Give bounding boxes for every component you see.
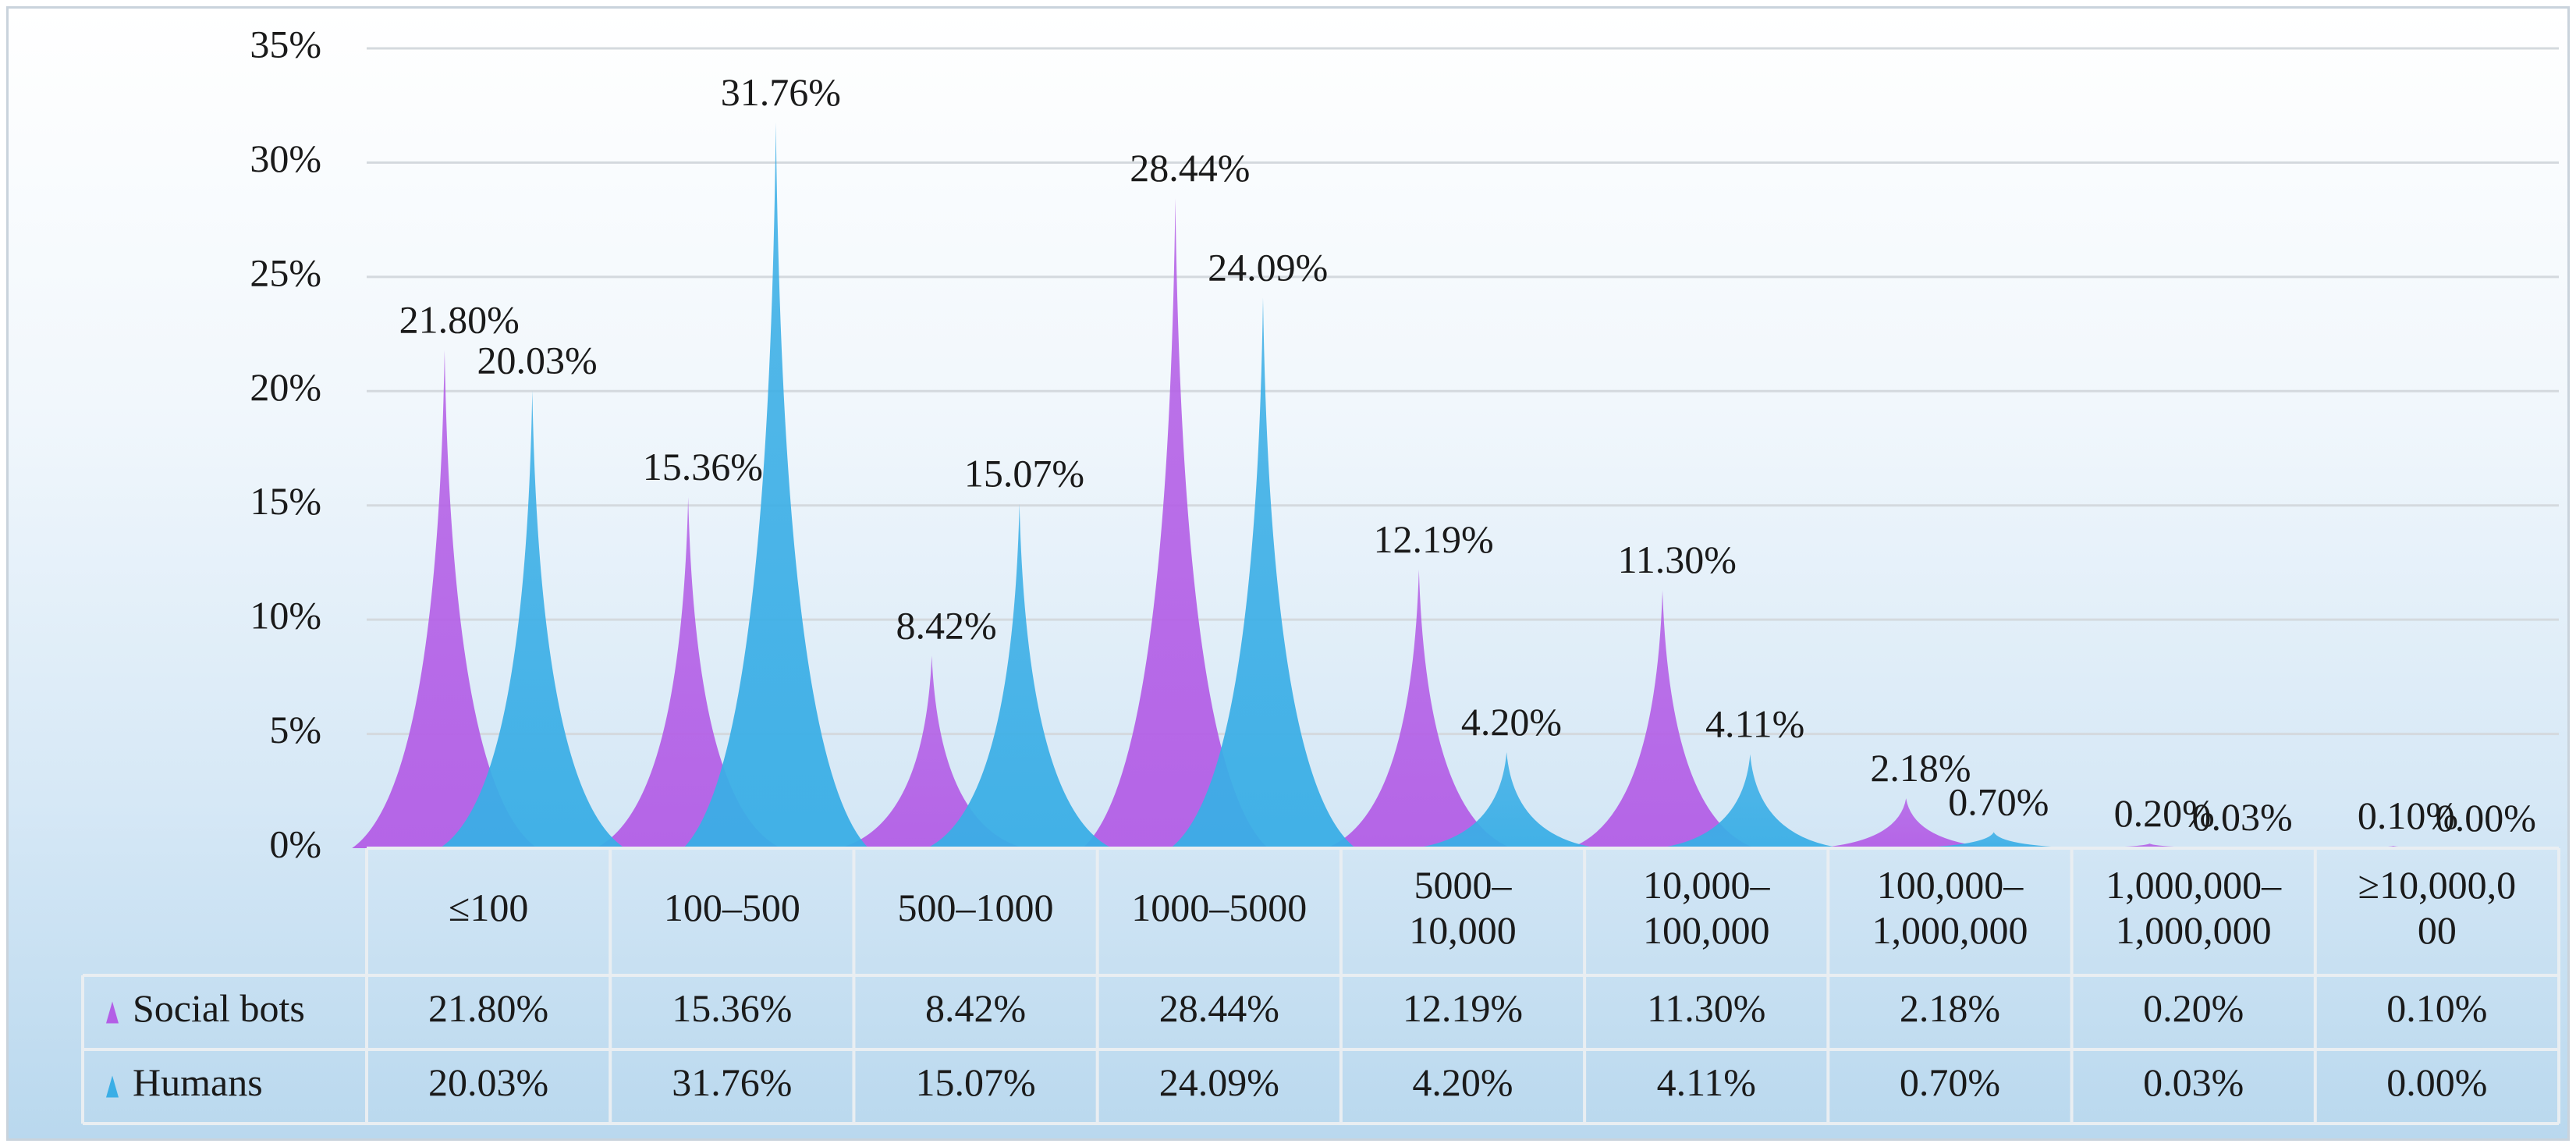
humans-data-label: 20.03%: [477, 338, 597, 382]
humans-table-cell: 0.00%: [2386, 1060, 2487, 1104]
bots-peak: [1570, 590, 1755, 848]
humans-peak: [1901, 832, 2087, 848]
y-axis: 0% 5% 10% 15% 20% 25% 30% 35%: [250, 22, 321, 865]
x-category-label: 500–1000: [898, 886, 1054, 929]
legend-humans: Humans: [133, 1060, 263, 1104]
legend-social-bots: Social bots: [133, 986, 305, 1030]
humans-peak: [1414, 752, 1599, 848]
x-category-label: 100,000–: [1877, 863, 2024, 907]
humans-peak: [927, 503, 1112, 848]
bots-table-cell: 0.20%: [2143, 986, 2244, 1030]
y-tick-label: 15%: [250, 479, 321, 523]
bots-peak: [839, 655, 1024, 848]
humans-peak: [683, 122, 869, 848]
data-series: [352, 122, 2486, 849]
y-tick-label: 25%: [250, 250, 321, 294]
bots-table-cell: 28.44%: [1159, 986, 1279, 1030]
humans-table-cell: 31.76%: [672, 1060, 792, 1104]
data-table: ≤100 100–500 500–1000 1000–5000 5000–10,000 1…: [81, 847, 2560, 1125]
bots-peak: [1326, 570, 1512, 848]
y-tick-label: 5%: [269, 708, 321, 751]
y-tick-label: 35%: [250, 22, 321, 66]
y-tick-label: 30%: [250, 137, 321, 180]
bots-table-cell: 0.10%: [2386, 986, 2487, 1030]
bots-peak: [2056, 843, 2243, 848]
humans-data-label: 4.11%: [1705, 702, 1804, 746]
humans-data-label: 15.07%: [964, 452, 1084, 495]
bots-peak: [1082, 198, 1268, 849]
bots-data-label: 2.18%: [1870, 746, 1971, 790]
humans-table-cell: 0.70%: [1900, 1060, 2000, 1104]
bots-data-label: 0.20%: [2114, 791, 2215, 835]
bots-table-cell: 21.80%: [428, 986, 548, 1030]
bots-data-label: 28.44%: [1130, 146, 1250, 190]
humans-peak: [1657, 754, 1843, 848]
y-tick-label: 0%: [269, 822, 321, 865]
humans-peak: [1170, 297, 1356, 848]
bots-table-cell: 15.36%: [672, 986, 792, 1030]
bots-data-label: 0.10%: [2358, 794, 2458, 837]
humans-table-cell: 15.07%: [915, 1060, 1035, 1104]
humans-data-label: 31.76%: [721, 70, 841, 114]
humans-table-cell: 4.11%: [1657, 1060, 1756, 1104]
bots-table-cell: 11.30%: [1647, 986, 1765, 1030]
bots-data-label: 12.19%: [1373, 517, 1493, 561]
humans-table-cell: 4.20%: [1412, 1060, 1513, 1104]
humans-legend-marker-icon: [106, 1075, 119, 1098]
x-category-label: 1000–5000: [1131, 886, 1307, 929]
bots-peak: [1813, 798, 1999, 848]
x-category-label: 5000–: [1414, 863, 1513, 907]
x-category-label: 00: [2418, 908, 2457, 952]
x-category-label: 10,000: [1409, 908, 1517, 952]
data-labels: 21.80% 15.36% 8.42% 28.44% 12.19% 11.30% 2.18%…: [399, 70, 2536, 840]
bots-table-cell: 12.19%: [1403, 986, 1523, 1030]
x-category-label: ≥10,000,0: [2358, 863, 2516, 907]
bots-peak: [352, 350, 538, 849]
bots-data-label: 15.36%: [643, 445, 763, 488]
bots-legend-marker-icon: [106, 1001, 119, 1024]
humans-data-label: 0.70%: [1948, 780, 2049, 824]
x-category-label: 1,000,000–: [2106, 863, 2282, 907]
bots-table-cell: 8.42%: [925, 986, 1026, 1030]
x-category-label: 1,000,000: [1872, 908, 2028, 952]
bots-data-label: 11.30%: [1618, 538, 1737, 581]
humans-data-label: 4.20%: [1461, 700, 1562, 744]
humans-data-label: 24.09%: [1208, 246, 1328, 289]
humans-data-label: 0.03%: [2192, 795, 2293, 839]
x-category-label: 1,000,000: [2116, 908, 2272, 952]
humans-table-cell: 0.03%: [2143, 1060, 2244, 1104]
x-category-label: 100–500: [664, 886, 800, 929]
x-category-label: 100,000: [1643, 908, 1770, 952]
x-category-label: ≤100: [449, 886, 528, 929]
bots-table-cell: 2.18%: [1900, 986, 2000, 1030]
y-tick-label: 20%: [250, 365, 321, 409]
humans-table-cell: 24.09%: [1159, 1060, 1279, 1104]
humans-data-label: 0.00%: [2436, 796, 2536, 840]
humans-peak: [439, 390, 625, 849]
chart-frame: [6, 6, 2570, 1141]
bots-data-label: 21.80%: [399, 298, 520, 342]
y-tick-label: 10%: [250, 594, 321, 637]
x-category-label: 10,000–: [1643, 863, 1771, 907]
bots-data-label: 8.42%: [896, 603, 997, 647]
bots-peak: [595, 497, 781, 848]
humans-table-cell: 20.03%: [428, 1060, 548, 1104]
